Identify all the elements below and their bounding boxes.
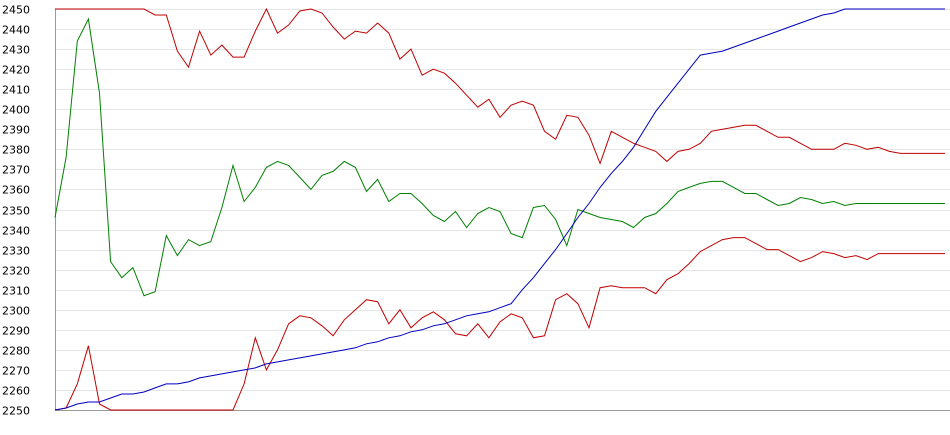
y-tick-label: 2390 — [2, 124, 30, 137]
y-tick-label: 2380 — [2, 144, 30, 157]
series-lines — [54, 7, 945, 411]
y-tick-labels: 2250 2260 2270 2280 2290 2300 2310 2320 2330 2340… — [2, 4, 30, 418]
series-line-1 — [55, 7, 945, 165]
y-tick-label: 2350 — [2, 205, 30, 218]
y-tick-label: 2360 — [2, 184, 30, 197]
series-line-3 — [54, 237, 945, 411]
y-tick-label: 2310 — [2, 285, 30, 298]
y-tick-label: 2420 — [2, 64, 30, 77]
series-line-4 — [54, 8, 945, 411]
y-tick-label: 2290 — [2, 325, 30, 338]
y-tick-label: 2270 — [2, 365, 30, 378]
gridlines — [55, 9, 950, 411]
y-tick-label: 2300 — [2, 305, 30, 318]
y-tick-label: 2280 — [2, 345, 30, 358]
y-tick-label: 2440 — [2, 24, 30, 37]
y-tick-label: 2370 — [2, 164, 30, 177]
y-tick-label: 2320 — [2, 265, 30, 278]
y-tick-label: 2250 — [2, 405, 30, 418]
y-tick-label: 2430 — [2, 44, 30, 57]
y-tick-label: 2450 — [2, 4, 30, 17]
y-tick-label: 2330 — [2, 245, 30, 258]
y-tick-label: 2260 — [2, 385, 30, 398]
y-tick-label: 2410 — [2, 84, 30, 97]
y-tick-label: 2400 — [2, 104, 30, 117]
y-tick-label: 2340 — [2, 225, 30, 238]
series-line-2 — [54, 17, 945, 297]
